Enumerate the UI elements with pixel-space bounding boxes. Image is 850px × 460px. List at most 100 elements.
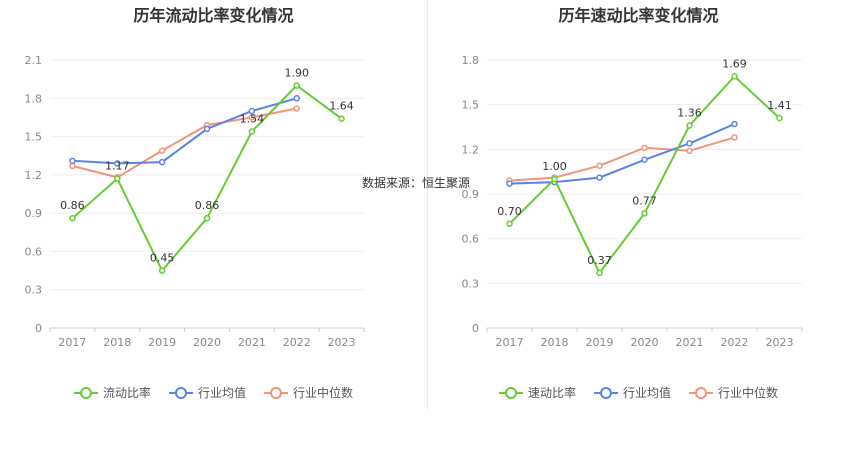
series-line: [508, 74, 781, 275]
data-point: [641, 210, 648, 217]
data-point: [551, 175, 558, 183]
y-tick-label: 1.8: [462, 54, 480, 67]
legend-label: 行业均值: [622, 386, 671, 400]
data-source-watermark: 数据来源：恒生聚源: [362, 176, 471, 190]
data-point: [506, 220, 513, 228]
data-point: [338, 115, 345, 122]
x-tick-label: 2021: [676, 336, 704, 349]
series-line: [72, 97, 297, 165]
x-tick-label: 2020: [193, 336, 221, 349]
chart-title: 历年速动比率变化情况: [558, 6, 719, 25]
data-label: 1.41: [767, 99, 792, 112]
legend-item[interactable]: 行业中位数: [689, 384, 778, 401]
data-label: 0.70: [497, 205, 522, 218]
series-line: [509, 123, 735, 185]
y-tick-label: 1.5: [25, 131, 43, 144]
x-tick-label: 2023: [766, 336, 794, 349]
data-point: [293, 82, 300, 89]
data-point: [641, 144, 648, 152]
x-tick-label: 2018: [103, 336, 131, 349]
data-point: [248, 114, 256, 121]
data-point: [158, 147, 166, 154]
y-tick-label: 1.8: [25, 92, 43, 105]
x-tick-label: 2023: [328, 336, 356, 349]
legend-marker-icon: [73, 386, 98, 399]
data-point: [776, 114, 783, 122]
data-point: [686, 147, 693, 155]
x-tick-label: 2021: [238, 336, 266, 349]
data-point: [248, 128, 256, 135]
x-tick-label: 2022: [283, 336, 311, 349]
quick-ratio-chart: 历年速动比率变化情况 0 0.3 0.6 0.9 1.2 1.5 1.8 2017 2018 20…: [427, 0, 850, 460]
data-point: [731, 73, 738, 80]
y-tick-label: 0.6: [462, 233, 480, 246]
data-point: [69, 162, 76, 170]
y-tick-label: 2.1: [25, 54, 43, 67]
x-tick-label: 2017: [496, 336, 524, 349]
y-tick-label: 1.2: [462, 143, 480, 156]
legend-label: 行业均值: [197, 386, 246, 400]
legend-item[interactable]: 行业中位数: [264, 384, 353, 401]
series-line: [71, 84, 343, 273]
data-point: [293, 95, 300, 102]
data-point: [596, 174, 603, 181]
data-point: [596, 162, 603, 169]
y-tick-label: 1.5: [462, 99, 480, 112]
data-point: [248, 107, 256, 115]
data-label: 1.90: [284, 67, 309, 80]
legend-item[interactable]: 行业均值: [593, 384, 671, 401]
y-tick-label: 0.9: [25, 207, 43, 220]
x-tick-label: 2022: [721, 336, 749, 349]
x-tick-label: 2018: [541, 336, 569, 349]
legend-marker-icon: [264, 386, 288, 399]
series-line: [72, 107, 297, 179]
x-tick-label: 2020: [631, 336, 659, 349]
data-point: [114, 160, 121, 167]
legend-label: 行业中位数: [718, 386, 779, 400]
data-point: [203, 214, 211, 222]
legend-item[interactable]: 行业均值: [168, 384, 246, 401]
data-point: [686, 140, 693, 147]
data-label: 1.00: [542, 160, 567, 173]
y-tick-label: 0: [472, 322, 479, 335]
data-point: [731, 120, 738, 128]
legend-item[interactable]: 速动比率: [498, 384, 576, 401]
data-label: 0.86: [195, 199, 220, 212]
legend-marker-icon: [498, 386, 523, 399]
legend-item[interactable]: 流动比率: [73, 384, 151, 401]
data-point: [506, 180, 513, 187]
data-label: 1.36: [677, 107, 702, 120]
y-tick-label: 0.9: [462, 188, 480, 201]
x-tick-label: 2017: [58, 336, 86, 349]
x-tick-label: 2019: [148, 336, 176, 349]
legend-label: 速动比率: [527, 386, 576, 400]
data-point: [158, 158, 166, 166]
data-point: [686, 122, 693, 129]
data-label: 0.45: [150, 252, 175, 265]
chart-title: 历年流动比率变化情况: [133, 6, 294, 25]
y-tick-label: 0.3: [25, 284, 43, 297]
data-label: 1.69: [722, 57, 747, 70]
y-tick-label: 0.6: [25, 245, 43, 258]
series-line: [509, 136, 735, 182]
x-tick-label: 2019: [586, 336, 614, 349]
data-label: 1.54: [240, 112, 265, 125]
data-label: 1.64: [329, 100, 354, 113]
current-ratio-plot: 0 0.3 0.6 0.9 1.2 1.5 1.8 2.1 2017 2018 2019 2020 20…: [25, 54, 365, 349]
y-tick-label: 0.3: [462, 277, 480, 290]
chart-legend: 流动比率 行业均值 行业中位数: [0, 384, 427, 401]
data-point: [203, 125, 211, 133]
quick-ratio-plot: 0 0.3 0.6 0.9 1.2 1.5 1.8 2017 2018 2019 2020 2021 2…: [462, 54, 803, 349]
data-point: [69, 214, 76, 222]
legend-marker-icon: [689, 386, 713, 399]
data-label: 0.77: [632, 194, 657, 207]
legend-label: 流动比率: [102, 386, 151, 400]
y-tick-label: 0: [35, 322, 42, 335]
data-point: [731, 134, 738, 141]
data-point: [158, 267, 166, 274]
legend-label: 行业中位数: [293, 386, 354, 400]
data-point: [69, 157, 76, 165]
data-label: 1.17: [105, 160, 130, 173]
data-point: [641, 156, 648, 164]
y-tick-label: 1.2: [25, 169, 43, 182]
